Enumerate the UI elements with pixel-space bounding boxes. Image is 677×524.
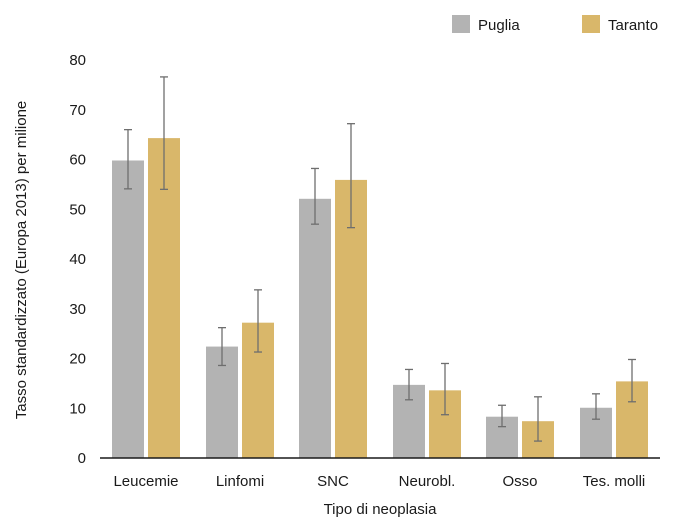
category-label-1: Linfomi bbox=[216, 473, 264, 490]
y-tick-label-5: 50 bbox=[69, 201, 86, 218]
error-bar-taranto-0 bbox=[160, 76, 168, 191]
legend: Puglia Taranto bbox=[452, 15, 658, 34]
error-bar-puglia-5 bbox=[592, 393, 600, 420]
error-bar-puglia-4 bbox=[498, 404, 506, 428]
legend-swatch-taranto bbox=[582, 15, 600, 33]
category-label-3: Neurobl. bbox=[399, 473, 456, 490]
y-tick-label-8: 80 bbox=[69, 52, 86, 69]
error-bar-taranto-4 bbox=[534, 396, 542, 442]
y-tick-label-4: 40 bbox=[69, 251, 86, 268]
error-bar-puglia-3 bbox=[405, 368, 413, 401]
legend-label-puglia: Puglia bbox=[478, 17, 520, 34]
category-label-2: SNC bbox=[317, 473, 349, 490]
category-label-0: Leucemie bbox=[113, 473, 178, 490]
y-tick-label-0: 0 bbox=[78, 450, 86, 467]
bar-puglia-2 bbox=[299, 198, 331, 459]
y-tick-label-1: 10 bbox=[69, 400, 86, 417]
bars bbox=[112, 138, 648, 459]
error-bar-taranto-5 bbox=[628, 358, 636, 403]
y-tick-label-7: 70 bbox=[69, 102, 86, 119]
error-bar-taranto-1 bbox=[254, 289, 262, 353]
category-label-5: Tes. molli bbox=[583, 473, 646, 490]
legend-swatch-puglia bbox=[452, 15, 470, 33]
error-bar-puglia-2 bbox=[311, 167, 319, 225]
y-tick-label-3: 30 bbox=[69, 301, 86, 318]
x-axis-title: Tipo di neoplasia bbox=[324, 501, 438, 518]
y-axis-ticks: 0 10 20 30 40 50 60 70 80 bbox=[69, 52, 86, 467]
error-bar-taranto-2 bbox=[347, 123, 355, 229]
y-tick-label-2: 20 bbox=[69, 351, 86, 368]
legend-label-taranto: Taranto bbox=[608, 17, 658, 34]
error-bar-puglia-1 bbox=[218, 327, 226, 367]
error-bar-taranto-3 bbox=[441, 362, 449, 416]
error-bars bbox=[124, 76, 636, 442]
category-label-4: Osso bbox=[502, 473, 537, 490]
y-tick-label-6: 60 bbox=[69, 152, 86, 169]
category-labels: Leucemie Linfomi SNC Neurobl. Osso Tes. molli bbox=[113, 473, 645, 490]
bar-puglia-0 bbox=[112, 160, 144, 458]
error-bar-puglia-0 bbox=[124, 128, 132, 190]
bar-taranto-0 bbox=[148, 138, 180, 459]
y-axis-title: Tasso standardizzato (Europa 2013) per m… bbox=[13, 101, 30, 420]
